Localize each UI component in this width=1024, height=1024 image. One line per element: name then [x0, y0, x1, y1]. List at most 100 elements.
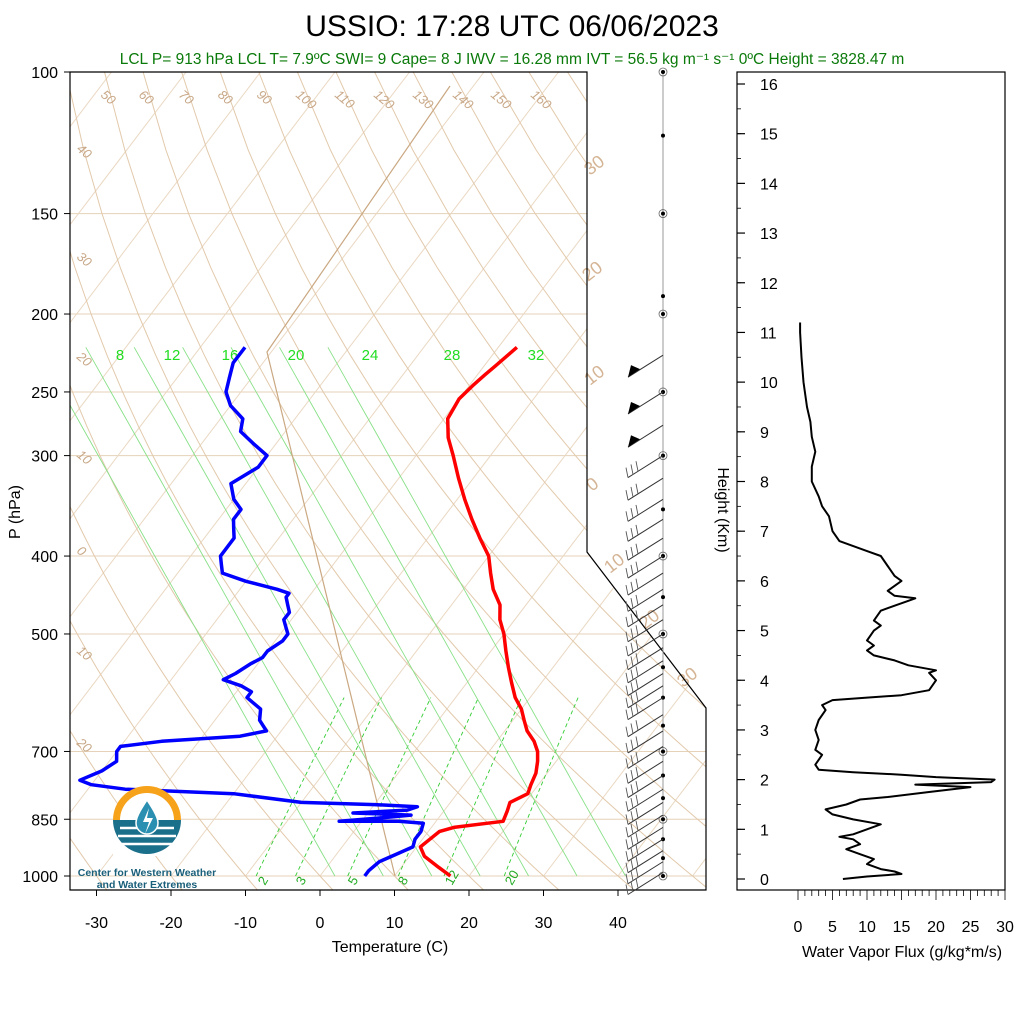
isotherm-line — [70, 72, 410, 877]
isotherm-line — [543, 72, 706, 877]
barb-feather — [630, 811, 634, 822]
x-tick-label: 0 — [316, 915, 325, 932]
barb-feather — [630, 784, 634, 795]
barb-feather — [635, 679, 639, 690]
barb-feather — [630, 706, 634, 717]
barb-dot — [661, 665, 665, 670]
flux-tick-label: 5 — [828, 919, 837, 936]
height-tick-label: 0 — [760, 872, 769, 889]
barb-calm-circle — [658, 871, 668, 881]
flux-tick-label: 25 — [962, 919, 980, 936]
barb-feather — [625, 585, 629, 596]
dry-adiabat-line — [181, 72, 706, 890]
y-tick-label: 400 — [31, 549, 58, 566]
barb-staff — [627, 673, 664, 696]
adiabat-label: 100 — [293, 87, 320, 113]
skewt-axes: -30 -20 -10 0 10 20 30 401001502002503004005007… — [22, 65, 627, 932]
moist-adiabat-line — [182, 347, 481, 877]
adiabat-label: 20 — [73, 734, 95, 756]
barb-feather — [630, 836, 634, 847]
isotherm-line — [70, 72, 634, 877]
wind-barb — [625, 801, 664, 825]
isotherm-line — [70, 72, 485, 877]
y-tick-label: 200 — [31, 307, 58, 324]
barb-staff — [627, 555, 664, 579]
barb-feather — [625, 685, 629, 696]
wind-barb — [625, 697, 664, 721]
height-tick-label: 13 — [760, 226, 778, 243]
barb-feather — [625, 884, 629, 895]
barb-feather — [625, 531, 629, 542]
barb-feather — [635, 543, 639, 554]
barb-feather — [635, 766, 639, 777]
mixing-ratio-label: 20 — [502, 867, 522, 887]
barb-staff — [627, 424, 664, 448]
barb-feather — [630, 546, 634, 558]
mixing-ratio-label: 32 — [528, 347, 545, 364]
barb-feather — [630, 881, 634, 892]
wind-barb — [625, 647, 664, 671]
skewt-grid-labels: 50 60 70 80 90 100 110 120 130 140 150 160403020100… — [73, 87, 701, 888]
height-tick-label: 3 — [760, 723, 769, 740]
barb-feather — [625, 616, 629, 627]
barb-dot — [661, 723, 665, 728]
skewt-xlabel: Temperature (C) — [332, 939, 448, 956]
flux-curve — [799, 322, 996, 880]
mixing-ratio-label: 24 — [362, 347, 379, 364]
wind-barb — [625, 838, 664, 862]
barb-staff — [627, 537, 664, 561]
mixing-ratio-line — [503, 697, 579, 877]
barb-staff — [627, 850, 664, 874]
barb-pennant — [628, 401, 640, 414]
barb-dot — [661, 749, 665, 754]
barb-staff — [627, 714, 664, 738]
barb-calm-circle — [658, 451, 668, 461]
adiabat-label: 40 — [74, 141, 95, 162]
wind-barb — [625, 572, 664, 596]
dry-adiabat-line — [567, 72, 706, 890]
isotherm-line — [170, 72, 706, 877]
mixing-ratio-line — [443, 697, 522, 877]
dry-adiabat-line — [528, 72, 706, 890]
parcel-path-line — [266, 85, 451, 877]
skewt-ylabel: P (hPa) — [7, 485, 24, 539]
barb-feather — [630, 613, 634, 624]
adiabat-label: 50 — [98, 87, 119, 108]
isotherm-line — [96, 72, 706, 877]
barb-dot — [661, 874, 665, 878]
y-tick-label: 250 — [31, 385, 58, 402]
adiabat-label: 0 — [74, 543, 90, 560]
isotherm-label: 20 — [578, 257, 606, 285]
isotherm-line — [70, 72, 336, 877]
barb-feather — [630, 682, 634, 693]
moist-adiabat-line — [133, 347, 433, 877]
height-tick-label: 8 — [760, 475, 769, 492]
y-tick-label: 500 — [31, 627, 58, 644]
wind-barb — [625, 660, 664, 684]
barb-feather — [635, 781, 639, 792]
wind-barb — [625, 518, 664, 542]
barb-staff — [627, 572, 664, 596]
barb-staff — [627, 518, 664, 542]
barb-staff — [627, 354, 664, 378]
barb-feather — [630, 694, 634, 705]
wind-barb — [625, 685, 664, 709]
barb-feather — [635, 751, 639, 763]
barb-feather — [635, 578, 639, 589]
barb-calm-circle — [658, 209, 668, 218]
barb-dot — [661, 312, 665, 317]
barb-feather — [630, 723, 634, 734]
dewpoint-curve — [78, 346, 426, 878]
flux-ylabel: Height (Km) — [714, 467, 731, 552]
wind-barb — [625, 826, 664, 850]
adiabat-label: 80 — [215, 87, 236, 108]
flux-tick-label: 30 — [996, 919, 1014, 936]
barb-calm-circle — [658, 747, 668, 756]
barb-dot — [661, 856, 665, 861]
barb-feather — [625, 490, 629, 501]
barb-feather — [635, 653, 639, 664]
wind-barb — [625, 619, 664, 643]
height-tick-label: 12 — [760, 276, 778, 293]
dry-adiabat-line — [70, 72, 261, 890]
